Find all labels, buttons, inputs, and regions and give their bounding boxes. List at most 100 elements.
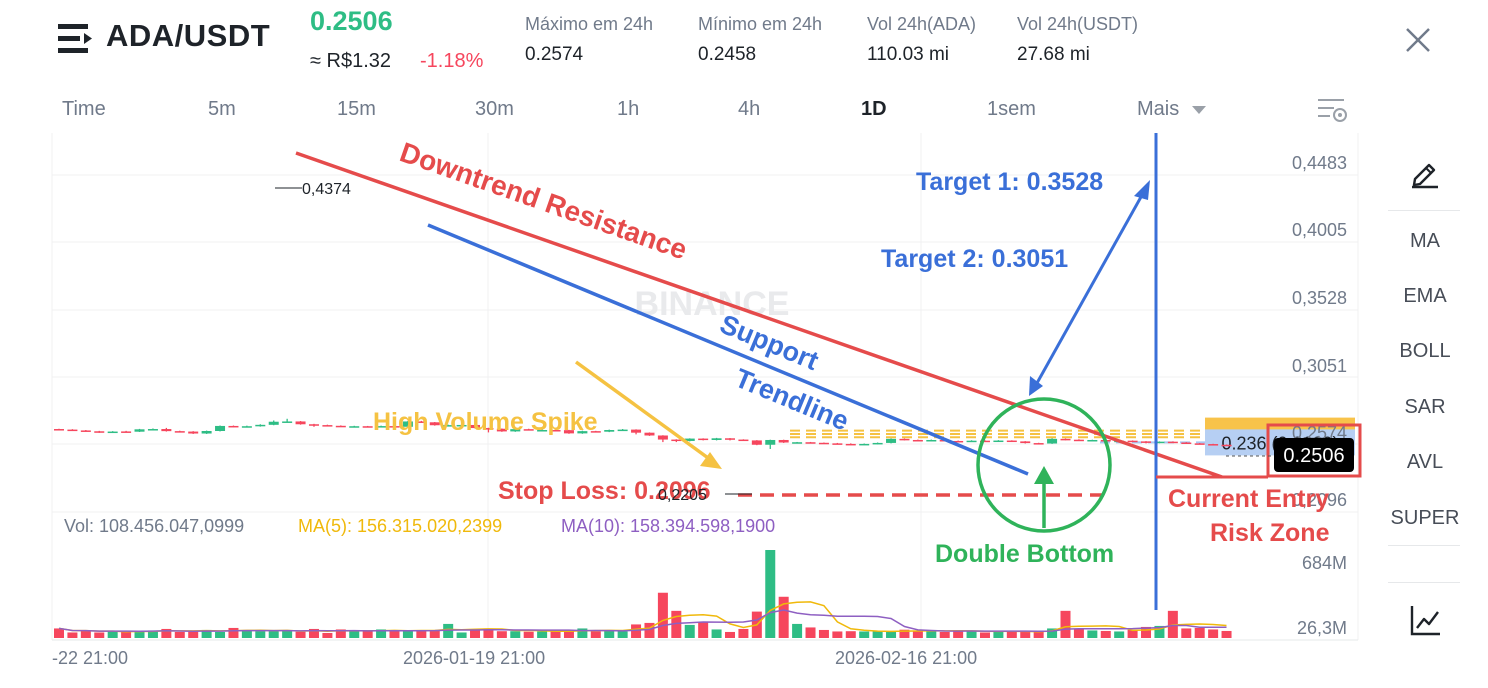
volume-bar xyxy=(416,630,427,638)
tool-ma[interactable]: MA xyxy=(1410,230,1440,252)
double-bottom-arrowhead xyxy=(1034,466,1054,484)
stat-value-high: 0.2574 xyxy=(525,44,584,65)
volume-bar xyxy=(470,629,481,638)
candle-body xyxy=(443,425,454,427)
candle-body xyxy=(54,429,64,431)
volume-bar xyxy=(376,629,387,638)
chart-settings-icon[interactable] xyxy=(1316,97,1348,125)
volume-bar xyxy=(80,630,91,638)
tab-1h[interactable]: 1h xyxy=(617,98,640,120)
candle-body xyxy=(993,440,1004,443)
candle-body xyxy=(805,442,816,444)
tool-boll[interactable]: BOLL xyxy=(1399,340,1451,362)
candle-body xyxy=(121,431,132,433)
candle-body xyxy=(550,430,561,432)
candle-body xyxy=(429,422,440,426)
caret-down-icon[interactable] xyxy=(1191,104,1207,116)
candle-body xyxy=(926,439,937,442)
candle-body xyxy=(496,428,507,432)
candle-body xyxy=(389,426,400,428)
tab-15m[interactable]: 15m xyxy=(337,98,376,120)
candle-body xyxy=(80,430,91,432)
volume-bar xyxy=(818,629,829,638)
tab-5m[interactable]: 5m xyxy=(208,98,236,120)
volume-bar xyxy=(1060,610,1071,638)
tab-mais[interactable]: Mais xyxy=(1137,98,1180,120)
candle-body xyxy=(349,426,360,428)
volume-bar xyxy=(590,631,601,638)
candle-body xyxy=(792,442,803,444)
volume-bar xyxy=(496,631,507,638)
tool-ema[interactable]: EMA xyxy=(1403,285,1447,307)
tool-sar[interactable]: SAR xyxy=(1404,396,1446,418)
volume-bar xyxy=(926,630,937,638)
candle-body xyxy=(322,425,333,427)
tool-avl[interactable]: AVL xyxy=(1406,451,1444,473)
tool-super[interactable]: SUPER xyxy=(1390,507,1460,529)
volume-bar xyxy=(1154,625,1165,638)
volume-bar xyxy=(94,632,105,638)
tab-1d[interactable]: 1D xyxy=(861,98,887,120)
candle-body xyxy=(161,429,172,432)
volume-bar xyxy=(711,629,722,638)
volume-bar xyxy=(631,624,642,638)
target-arrow-head-down xyxy=(1029,376,1043,396)
volume-bar xyxy=(537,631,548,638)
annotation-high-volume-spike: High Volume Spike xyxy=(373,408,598,436)
current-price-tag xyxy=(1274,438,1354,472)
candle-body xyxy=(255,424,266,427)
candle-body xyxy=(765,439,776,445)
candle-body xyxy=(268,421,279,425)
volume-bar xyxy=(1006,631,1017,638)
volume-bar xyxy=(912,630,923,638)
candle-body xyxy=(1020,441,1031,444)
current-price-tag-label: 0.2506 xyxy=(1283,445,1344,467)
tab-4h[interactable]: 4h xyxy=(738,98,761,120)
volume-bar xyxy=(832,631,843,638)
menu-icon[interactable] xyxy=(58,22,94,56)
candle-body xyxy=(1060,438,1071,441)
volume-bar xyxy=(805,627,816,638)
indicator-chart-icon[interactable] xyxy=(1408,604,1442,638)
candle-body xyxy=(1087,439,1098,442)
price-axis-label: 0,3051 xyxy=(1292,356,1347,376)
candle-body xyxy=(671,439,682,442)
volume-bar xyxy=(174,631,185,638)
candle-body xyxy=(953,440,964,443)
volume-bar xyxy=(308,628,319,638)
price-axis-label: 0,4005 xyxy=(1292,220,1347,240)
support-trendline xyxy=(427,223,1029,476)
volume-bar xyxy=(147,630,158,638)
tab-30m[interactable]: 30m xyxy=(475,98,514,120)
volume-bar xyxy=(228,627,239,638)
pair-title[interactable]: ADA/USDT xyxy=(106,18,271,53)
volume-bar xyxy=(1194,627,1205,638)
volume-bar xyxy=(1100,630,1111,638)
candle-body xyxy=(510,429,521,432)
volume-bar xyxy=(671,610,682,638)
candle-body xyxy=(590,431,601,433)
candle-body xyxy=(725,438,735,440)
volume-bar xyxy=(845,631,856,638)
candle-body xyxy=(402,421,413,427)
volume-bar xyxy=(966,630,977,638)
tab-time[interactable]: Time xyxy=(62,98,106,120)
stat-label-vol-ada: Vol 24h(ADA) xyxy=(867,14,977,34)
target-arrow-line xyxy=(1030,187,1148,393)
volume-bar xyxy=(282,630,293,638)
time-axis: -22 21:00 2026-01-19 21:00 2026-02-16 21:0… xyxy=(52,648,977,668)
price-axis-label: 0,2096 xyxy=(1292,490,1347,510)
annotation-double-bottom: Double Bottom xyxy=(935,540,1114,568)
resistance-line xyxy=(295,151,1223,479)
volume-bar xyxy=(684,624,695,638)
tab-1sem[interactable]: 1sem xyxy=(987,98,1036,120)
time-axis-label: 2026-01-19 21:00 xyxy=(403,648,545,668)
pencil-icon[interactable] xyxy=(1408,157,1442,189)
candle-body xyxy=(604,430,615,432)
volume-bar xyxy=(295,631,306,638)
candle-body xyxy=(778,439,789,443)
volume-bar xyxy=(657,592,668,638)
close-icon[interactable] xyxy=(1400,22,1436,58)
volume-bar xyxy=(268,631,279,638)
